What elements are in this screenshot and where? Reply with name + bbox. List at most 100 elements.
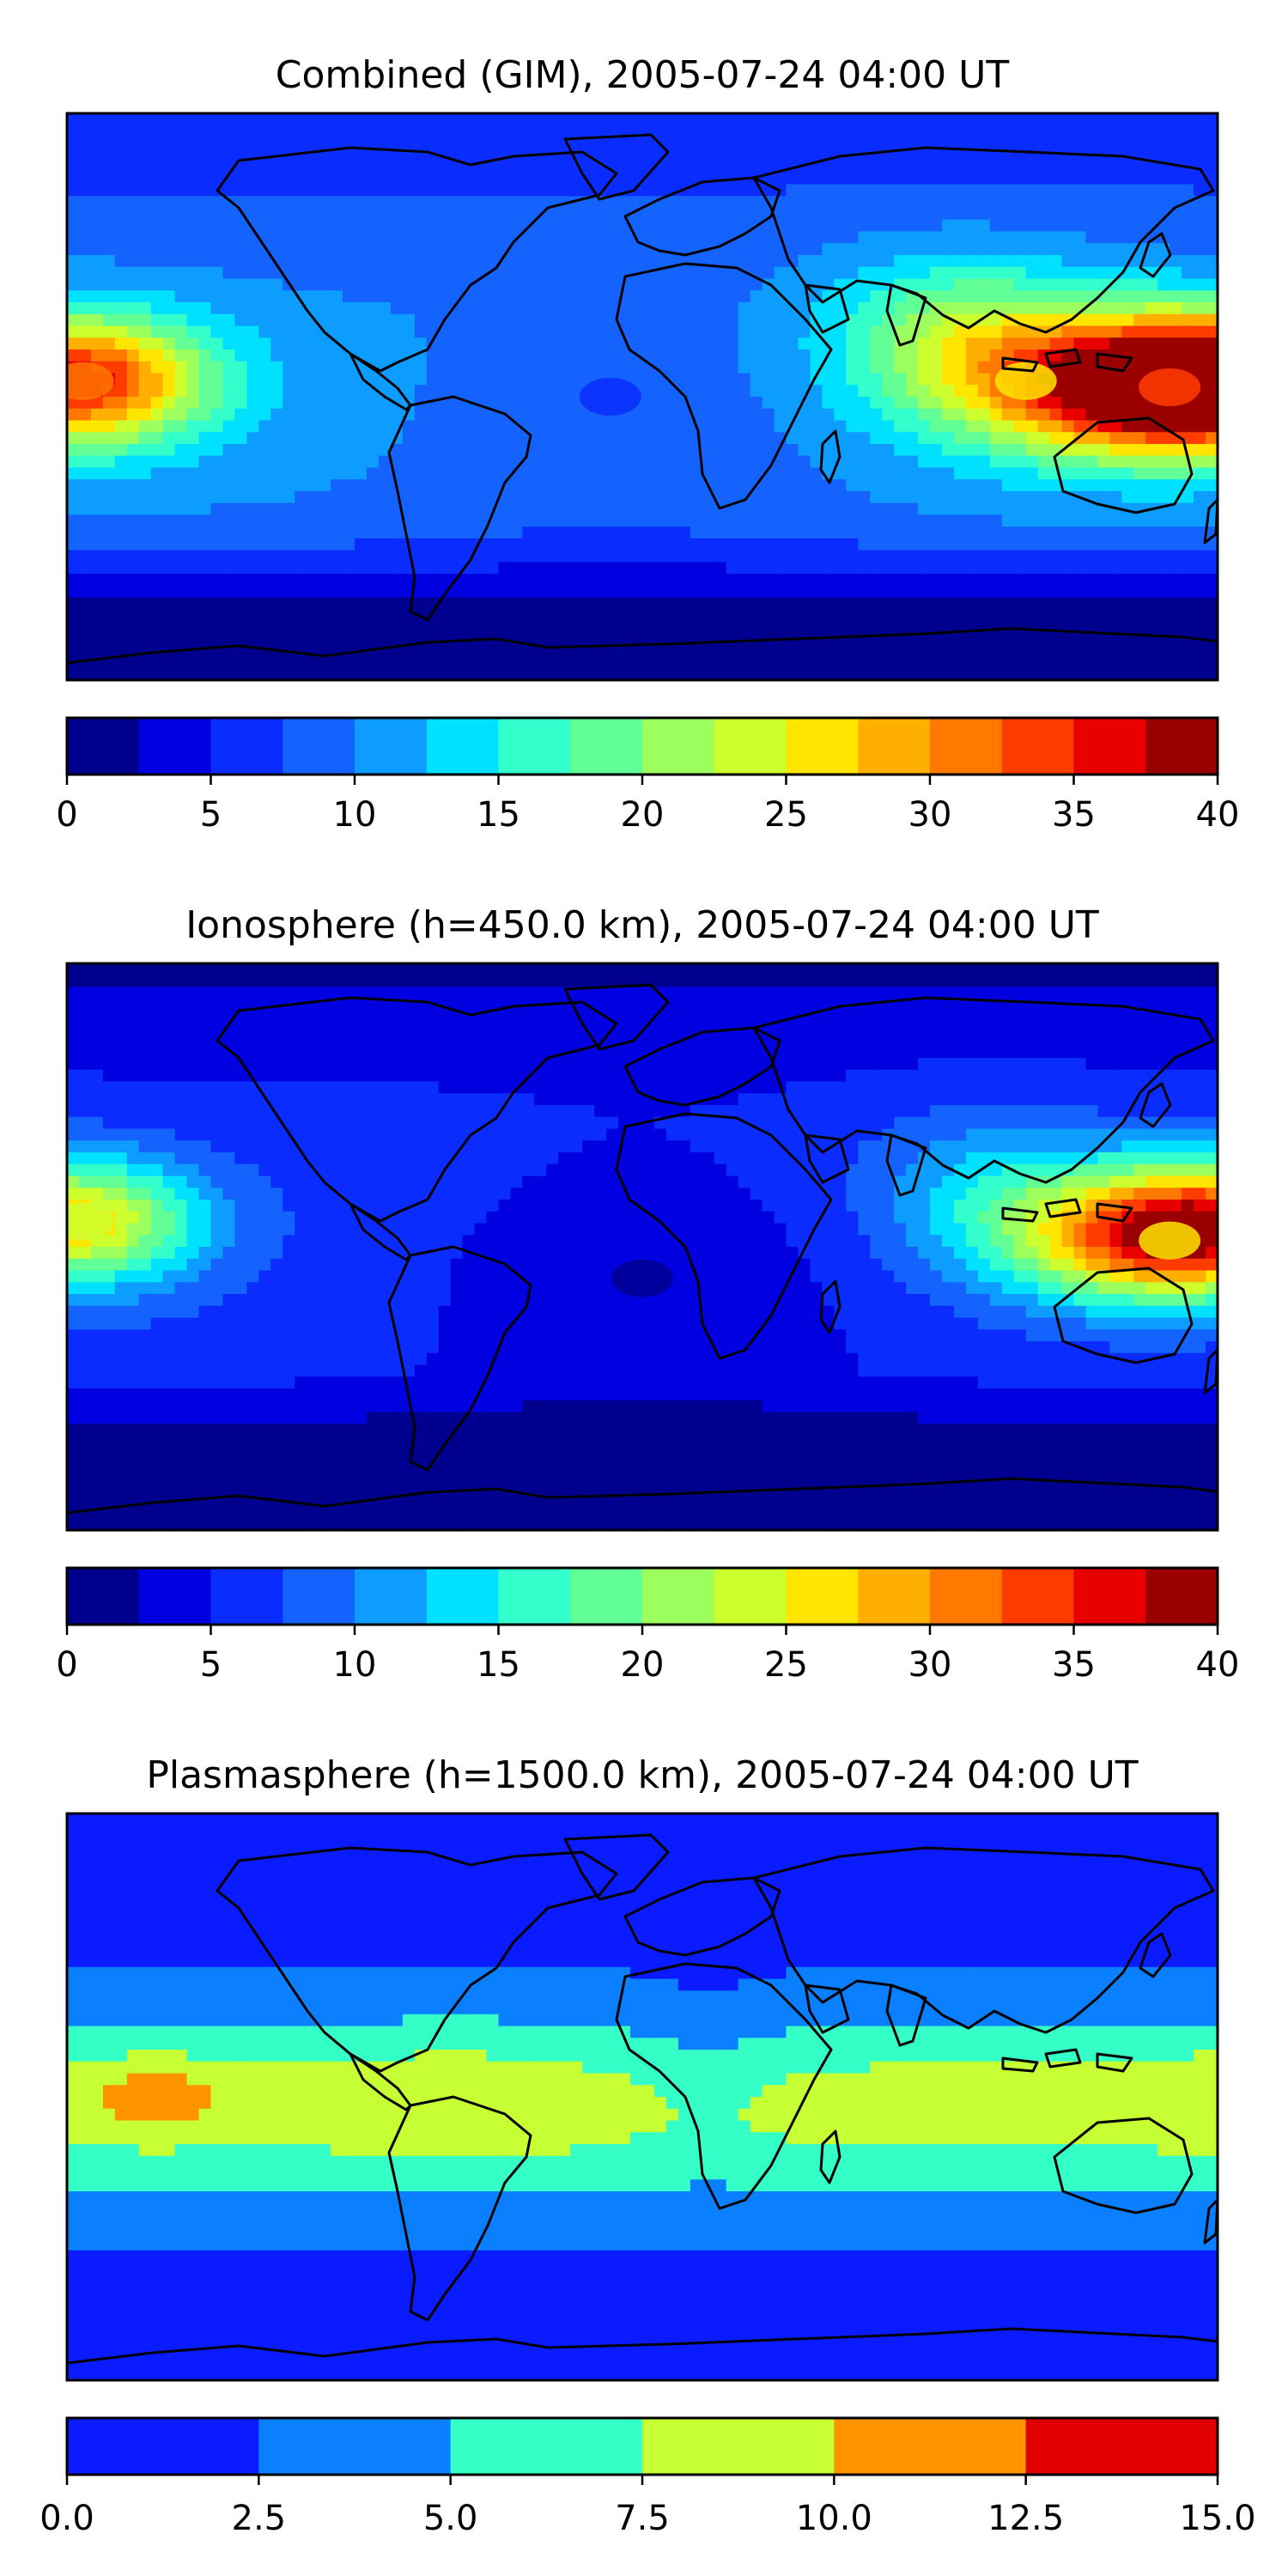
field-cell bbox=[319, 420, 331, 433]
field-cell bbox=[270, 161, 283, 173]
field-cell bbox=[1170, 526, 1182, 539]
field-cell bbox=[210, 313, 224, 327]
field-cell bbox=[1097, 526, 1110, 539]
field-cell bbox=[1206, 243, 1218, 256]
field-cell bbox=[1109, 987, 1122, 999]
field-cell bbox=[283, 656, 295, 669]
field-cell bbox=[1073, 550, 1087, 563]
field-cell bbox=[270, 184, 283, 197]
field-cell bbox=[510, 397, 524, 410]
field-cell bbox=[138, 361, 152, 374]
field-cell bbox=[390, 385, 404, 398]
field-cell bbox=[798, 644, 811, 658]
field-cell bbox=[630, 644, 643, 658]
field-cell bbox=[738, 526, 751, 539]
field-cell bbox=[941, 361, 955, 374]
field-cell bbox=[462, 538, 476, 551]
field-cell bbox=[1037, 302, 1051, 315]
colorbar-segment bbox=[858, 718, 931, 775]
field-cell bbox=[270, 255, 283, 268]
field-cell bbox=[1061, 161, 1075, 173]
field-cell bbox=[677, 656, 691, 669]
field-cell bbox=[798, 586, 811, 598]
field-cell bbox=[1049, 243, 1063, 256]
field-cell bbox=[366, 987, 380, 999]
field-cell bbox=[977, 172, 991, 185]
field-cell bbox=[582, 349, 595, 362]
field-cell bbox=[414, 432, 428, 445]
field-cell bbox=[355, 999, 368, 1012]
field-cell bbox=[366, 337, 380, 350]
field-cell bbox=[462, 420, 476, 433]
field-cell bbox=[906, 278, 919, 291]
field-cell bbox=[810, 219, 823, 233]
field-cell bbox=[222, 113, 236, 126]
field-cell bbox=[906, 172, 919, 185]
field-cell bbox=[906, 313, 919, 327]
field-cell bbox=[1121, 644, 1134, 658]
field-cell bbox=[186, 137, 200, 149]
field-cell bbox=[402, 514, 416, 527]
field-cell bbox=[366, 526, 380, 539]
field-cell bbox=[222, 538, 236, 551]
field-cell bbox=[665, 444, 679, 457]
field-cell bbox=[822, 491, 835, 504]
field-cell bbox=[1121, 397, 1134, 410]
field-cell bbox=[186, 491, 200, 504]
field-cell bbox=[630, 502, 643, 516]
field-cell bbox=[642, 137, 655, 149]
field-cell bbox=[1121, 313, 1134, 327]
field-cell bbox=[834, 467, 847, 480]
field-cell bbox=[150, 325, 164, 338]
field-cell bbox=[90, 196, 104, 209]
field-cell bbox=[283, 161, 295, 173]
field-cell bbox=[690, 397, 703, 410]
field-cell bbox=[774, 408, 787, 422]
field-cell bbox=[510, 302, 524, 315]
field-cell bbox=[798, 526, 811, 539]
field-cell bbox=[126, 161, 140, 173]
field-cell bbox=[319, 161, 331, 173]
field-cell bbox=[977, 184, 991, 197]
field-cell bbox=[786, 668, 799, 680]
field-cell bbox=[870, 514, 883, 527]
field-cell bbox=[1001, 455, 1015, 469]
field-cell bbox=[222, 597, 236, 611]
field-cell bbox=[114, 420, 128, 433]
field-cell bbox=[378, 668, 392, 680]
field-cell bbox=[246, 196, 259, 209]
field-cell bbox=[762, 562, 775, 574]
field-cell bbox=[1049, 550, 1063, 563]
field-cell bbox=[965, 208, 979, 221]
field-cell bbox=[450, 172, 464, 185]
field-cell bbox=[582, 231, 595, 244]
field-cell bbox=[762, 373, 775, 386]
field-cell bbox=[162, 397, 176, 410]
field-cell bbox=[138, 574, 152, 586]
field-cell bbox=[594, 266, 607, 280]
field-cell bbox=[283, 491, 295, 504]
field-cell bbox=[450, 975, 464, 988]
field-cell bbox=[558, 266, 571, 280]
field-cell bbox=[498, 290, 512, 303]
field-cell bbox=[677, 526, 691, 539]
field-cell bbox=[618, 609, 631, 622]
field-cell bbox=[355, 633, 368, 646]
field-cell bbox=[738, 290, 751, 303]
field-cell bbox=[366, 302, 380, 315]
field-cell bbox=[786, 538, 799, 551]
field-cell bbox=[618, 444, 631, 457]
field-cell bbox=[858, 313, 871, 327]
field-cell bbox=[1157, 325, 1170, 338]
field-cell bbox=[558, 574, 571, 586]
field-cell bbox=[474, 597, 488, 611]
field-cell bbox=[930, 963, 943, 976]
field-cell bbox=[822, 656, 835, 669]
field-cell bbox=[366, 621, 380, 634]
field-cell bbox=[270, 408, 283, 422]
field-cell bbox=[234, 609, 247, 622]
field-cell bbox=[1013, 491, 1027, 504]
field-cell bbox=[653, 550, 667, 563]
field-cell bbox=[1182, 219, 1194, 233]
field-cell bbox=[1037, 975, 1051, 988]
